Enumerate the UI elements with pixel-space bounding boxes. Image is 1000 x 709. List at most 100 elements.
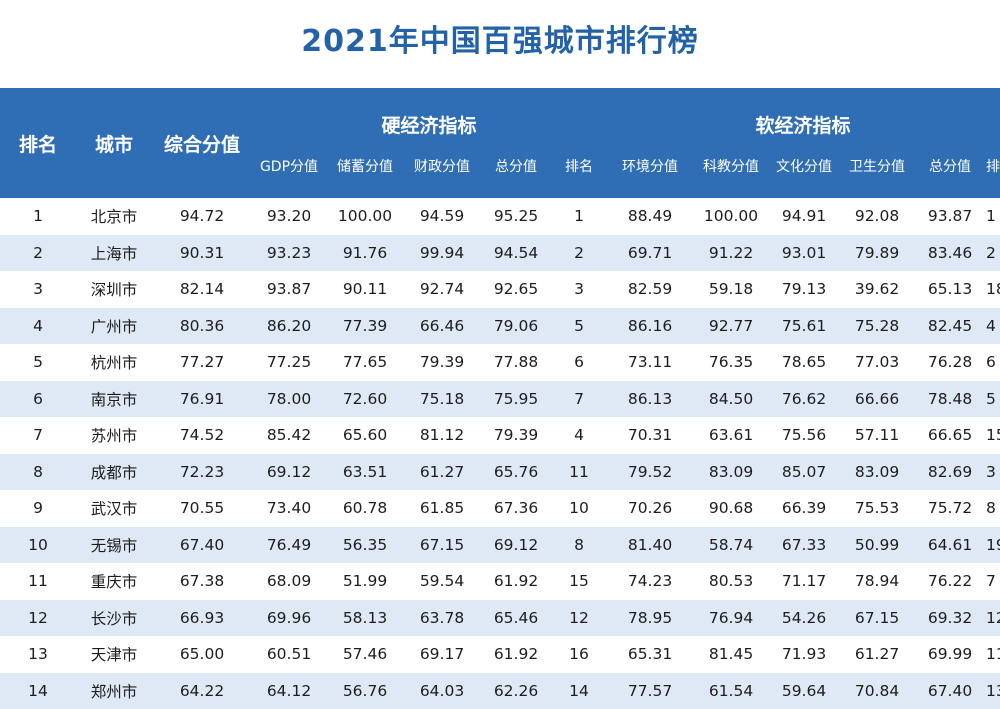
cell-rank: 12: [0, 599, 76, 636]
cell-overall-score: 76.91: [152, 380, 252, 417]
header-soft-total-score: 总分值: [914, 142, 987, 198]
cell-soft-total-score: 83.46: [914, 234, 987, 271]
cell-savings-score: 58.13: [326, 599, 404, 636]
table-row: 13 天津市 65.00 60.51 57.46 69.17 61.92 16 65.31 81.…: [0, 636, 1000, 673]
cell-gdp-score: 69.12: [252, 453, 326, 490]
cell-hard-total-score: 75.95: [480, 380, 552, 417]
header-overall-score: 综合分值: [152, 88, 252, 198]
cell-health-score: 67.15: [840, 599, 915, 636]
cell-overall-score: 70.55: [152, 490, 252, 527]
cell-hard-rank: 12: [552, 599, 607, 636]
cell-education-score: 80.53: [694, 563, 769, 600]
cell-gdp-score: 64.12: [252, 672, 326, 709]
cell-soft-rank: 2: [986, 234, 1000, 271]
cell-city: 武汉市: [76, 490, 152, 527]
cell-city: 长沙市: [76, 599, 152, 636]
cell-gdp-score: 60.51: [252, 636, 326, 673]
table-row: 1 北京市 94.72 93.20 100.00 94.59 95.25 1 88.49 100.…: [0, 198, 1000, 235]
cell-rank: 1: [0, 198, 76, 235]
cell-overall-score: 64.22: [152, 672, 252, 709]
cell-gdp-score: 76.49: [252, 526, 326, 563]
cell-environment-score: 77.57: [606, 672, 695, 709]
header-fiscal-score: 财政分值: [404, 142, 480, 198]
cell-culture-score: 71.17: [768, 563, 841, 600]
cell-soft-total-score: 69.32: [914, 599, 987, 636]
cell-health-score: 78.94: [840, 563, 915, 600]
cell-soft-rank: 4: [986, 307, 1000, 344]
cell-city: 上海市: [76, 234, 152, 271]
cell-gdp-score: 77.25: [252, 344, 326, 381]
cell-rank: 5: [0, 344, 76, 381]
cell-soft-rank: 13: [986, 672, 1000, 709]
cell-rank: 14: [0, 672, 76, 709]
cell-hard-total-score: 77.88: [480, 344, 552, 381]
cell-soft-rank: 5: [986, 380, 1000, 417]
cell-overall-score: 74.52: [152, 417, 252, 454]
cell-health-score: 79.89: [840, 234, 915, 271]
cell-hard-rank: 5: [552, 307, 607, 344]
cell-hard-total-score: 94.54: [480, 234, 552, 271]
cell-soft-rank: 19: [986, 526, 1000, 563]
cell-environment-score: 86.16: [606, 307, 695, 344]
cell-rank: 11: [0, 563, 76, 600]
cell-hard-rank: 7: [552, 380, 607, 417]
cell-rank: 4: [0, 307, 76, 344]
cell-education-score: 91.22: [694, 234, 769, 271]
cell-soft-total-score: 76.28: [914, 344, 987, 381]
cell-hard-total-score: 61.92: [480, 636, 552, 673]
cell-savings-score: 90.11: [326, 271, 404, 308]
cell-rank: 10: [0, 526, 76, 563]
cell-hard-rank: 3: [552, 271, 607, 308]
cell-fiscal-score: 79.39: [404, 344, 480, 381]
cell-soft-total-score: 93.87: [914, 198, 987, 235]
cell-savings-score: 63.51: [326, 453, 404, 490]
cell-overall-score: 90.31: [152, 234, 252, 271]
cell-savings-score: 65.60: [326, 417, 404, 454]
cell-overall-score: 66.93: [152, 599, 252, 636]
cell-fiscal-score: 99.94: [404, 234, 480, 271]
cell-health-score: 39.62: [840, 271, 915, 308]
table-row: 6 南京市 76.91 78.00 72.60 75.18 75.95 7 86.13 84.50…: [0, 380, 1000, 417]
cell-soft-rank: 18: [986, 271, 1000, 308]
cell-savings-score: 91.76: [326, 234, 404, 271]
cell-environment-score: 69.71: [606, 234, 695, 271]
cell-city: 重庆市: [76, 563, 152, 600]
header-soft-economy-group: 软经济指标: [606, 88, 1000, 142]
cell-fiscal-score: 81.12: [404, 417, 480, 454]
cell-environment-score: 79.52: [606, 453, 695, 490]
cell-hard-rank: 1: [552, 198, 607, 235]
cell-city: 郑州市: [76, 672, 152, 709]
cell-gdp-score: 78.00: [252, 380, 326, 417]
cell-health-score: 77.03: [840, 344, 915, 381]
cell-rank: 2: [0, 234, 76, 271]
cell-gdp-score: 86.20: [252, 307, 326, 344]
cell-hard-total-score: 69.12: [480, 526, 552, 563]
cell-health-score: 50.99: [840, 526, 915, 563]
cell-rank: 3: [0, 271, 76, 308]
cell-rank: 9: [0, 490, 76, 527]
cell-rank: 13: [0, 636, 76, 673]
cell-culture-score: 79.13: [768, 271, 841, 308]
cell-savings-score: 57.46: [326, 636, 404, 673]
header-education-score: 科教分值: [694, 142, 769, 198]
cell-city: 北京市: [76, 198, 152, 235]
cell-overall-score: 67.38: [152, 563, 252, 600]
cell-culture-score: 59.64: [768, 672, 841, 709]
cell-culture-score: 76.62: [768, 380, 841, 417]
cell-culture-score: 93.01: [768, 234, 841, 271]
cell-soft-total-score: 65.13: [914, 271, 987, 308]
header-health-score: 卫生分值: [840, 142, 915, 198]
cell-hard-rank: 16: [552, 636, 607, 673]
cell-culture-score: 75.61: [768, 307, 841, 344]
cell-hard-total-score: 92.65: [480, 271, 552, 308]
table-row: 3 深圳市 82.14 93.87 90.11 92.74 92.65 3 82.59 59.18…: [0, 271, 1000, 308]
header-hard-total-score: 总分值: [480, 142, 552, 198]
cell-soft-total-score: 78.48: [914, 380, 987, 417]
cell-education-score: 76.94: [694, 599, 769, 636]
cell-hard-total-score: 79.06: [480, 307, 552, 344]
cell-culture-score: 78.65: [768, 344, 841, 381]
cell-savings-score: 60.78: [326, 490, 404, 527]
cell-savings-score: 100.00: [326, 198, 404, 235]
cell-health-score: 92.08: [840, 198, 915, 235]
cell-environment-score: 88.49: [606, 198, 695, 235]
